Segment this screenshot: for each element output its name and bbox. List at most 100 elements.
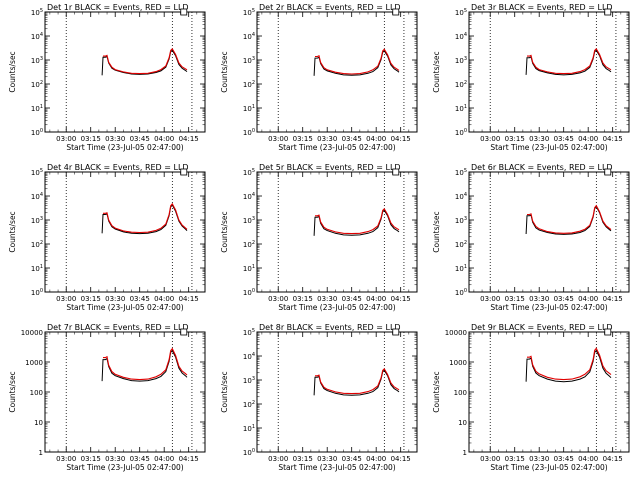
y-tick-label: 104 <box>31 192 43 201</box>
y-tick-label: 105 <box>31 168 43 177</box>
chart-panel-6: Det 6r BLACK = Events, RED = LLD 100 101 10… <box>432 163 630 312</box>
series-lld-line <box>315 48 400 75</box>
y-tick-label: 101 <box>243 264 255 273</box>
interval-marker-box <box>392 328 400 336</box>
x-tick-label: 03:15 <box>293 455 313 463</box>
chart-panel-8: Det 8r BLACK = Events, RED = LLD 100 101 10… <box>220 323 418 472</box>
chart-title: Det 2r BLACK = Events, RED = LLD <box>259 3 401 12</box>
series-lld-line <box>315 368 400 395</box>
y-tick-label: 103 <box>31 56 43 65</box>
y-tick-label: 104 <box>243 32 255 41</box>
x-tick-label: 03:15 <box>505 135 525 143</box>
y-tick-label: 103 <box>243 376 255 385</box>
interval-marker-box <box>180 168 188 176</box>
x-tick-label: 04:15 <box>603 455 623 463</box>
y-axis-label: Counts/sec <box>432 51 441 92</box>
x-tick-label: 03:45 <box>554 295 574 303</box>
interval-marker-box <box>180 8 188 16</box>
x-tick-label: 03:15 <box>81 135 101 143</box>
y-tick-label: 1 <box>463 449 467 457</box>
chart-title: Det 7r BLACK = Events, RED = LLD <box>47 323 189 332</box>
series-lld-line <box>315 208 400 235</box>
y-tick-label: 1000 <box>25 359 43 367</box>
y-tick-label: 100 <box>454 389 467 397</box>
x-axis-label: Start Time (23-Jul-05 02:47:00) <box>66 303 183 312</box>
chart-title: Det 8r BLACK = Events, RED = LLD <box>259 323 401 332</box>
series-lld-line <box>527 347 612 381</box>
x-tick-label: 03:15 <box>293 135 313 143</box>
x-tick-label: 03:00 <box>480 135 500 143</box>
chart-title: Det 1r BLACK = Events, RED = LLD <box>47 3 189 12</box>
x-tick-label: 03:00 <box>56 295 76 303</box>
x-tick-label: 04:15 <box>179 135 199 143</box>
chart-title: Det 4r BLACK = Events, RED = LLD <box>47 163 189 172</box>
series-lld-line <box>527 204 612 234</box>
y-tick-label: 105 <box>243 328 255 337</box>
y-tick-label: 102 <box>243 240 255 249</box>
y-tick-label: 102 <box>243 80 255 89</box>
series-events-line <box>101 49 188 76</box>
x-tick-label: 03:00 <box>268 455 288 463</box>
chart-title: Det 3r BLACK = Events, RED = LLD <box>471 3 613 12</box>
y-tick-label: 104 <box>455 32 467 41</box>
plot-frame <box>468 171 630 293</box>
y-tick-label: 103 <box>243 56 255 65</box>
interval-marker-box <box>604 8 612 16</box>
y-tick-label: 105 <box>243 8 255 17</box>
x-tick-label: 04:15 <box>603 295 623 303</box>
y-tick-label: 101 <box>31 104 43 113</box>
x-tick-label: 03:30 <box>529 295 549 303</box>
y-tick-label: 100 <box>31 288 43 297</box>
x-tick-label: 03:15 <box>505 295 525 303</box>
chart-panel-1: Det 1r BLACK = Events, RED = LLD 100 101 10… <box>8 3 206 152</box>
x-tick-label: 04:15 <box>391 455 411 463</box>
x-axis-label: Start Time (23-Jul-05 02:47:00) <box>278 303 395 312</box>
y-tick-label: 100 <box>243 128 255 137</box>
y-tick-label: 101 <box>455 104 467 113</box>
x-tick-label: 03:15 <box>505 455 525 463</box>
series-lld-line <box>103 48 188 75</box>
y-axis-label: Counts/sec <box>220 51 229 92</box>
y-tick-label: 103 <box>243 216 255 225</box>
y-tick-label: 10 <box>34 419 43 427</box>
x-tick-label: 03:15 <box>293 295 313 303</box>
y-tick-label: 100 <box>31 128 43 137</box>
plot-frame <box>468 331 630 453</box>
y-tick-label: 101 <box>455 264 467 273</box>
x-tick-label: 04:15 <box>391 135 411 143</box>
x-tick-label: 03:00 <box>268 135 288 143</box>
chart-title: Det 9r BLACK = Events, RED = LLD <box>471 323 613 332</box>
x-tick-label: 03:45 <box>554 455 574 463</box>
x-tick-label: 04:00 <box>578 135 598 143</box>
chart-panel-3: Det 3r BLACK = Events, RED = LLD 100 101 10… <box>432 3 630 152</box>
x-axis-label: Start Time (23-Jul-05 02:47:00) <box>490 143 607 152</box>
y-axis-label: Counts/sec <box>8 51 17 92</box>
y-tick-label: 10 <box>458 419 467 427</box>
chart-panel-7: Det 7r BLACK = Events, RED = LLD 1 10 100 10… <box>8 323 206 472</box>
y-tick-label: 100 <box>243 448 255 457</box>
x-tick-label: 04:00 <box>366 455 386 463</box>
y-tick-label: 102 <box>455 240 467 249</box>
x-tick-label: 03:30 <box>317 135 337 143</box>
interval-marker-box <box>392 8 400 16</box>
plot-frame <box>256 171 418 293</box>
x-tick-label: 03:00 <box>268 295 288 303</box>
y-tick-label: 100 <box>455 128 467 137</box>
y-tick-label: 101 <box>243 424 255 433</box>
x-tick-label: 04:00 <box>578 455 598 463</box>
y-tick-label: 102 <box>31 240 43 249</box>
y-tick-label: 1 <box>39 449 43 457</box>
y-tick-label: 102 <box>455 80 467 89</box>
x-axis-label: Start Time (23-Jul-05 02:47:00) <box>278 463 395 472</box>
x-tick-label: 03:45 <box>130 455 150 463</box>
x-tick-label: 03:45 <box>130 135 150 143</box>
x-tick-label: 03:15 <box>81 455 101 463</box>
x-tick-label: 03:30 <box>317 455 337 463</box>
x-tick-label: 03:30 <box>529 455 549 463</box>
y-tick-label: 105 <box>243 168 255 177</box>
y-tick-label: 10000 <box>21 329 43 337</box>
plot-frame <box>44 11 206 133</box>
x-tick-label: 04:15 <box>603 135 623 143</box>
x-axis-label: Start Time (23-Jul-05 02:47:00) <box>490 463 607 472</box>
